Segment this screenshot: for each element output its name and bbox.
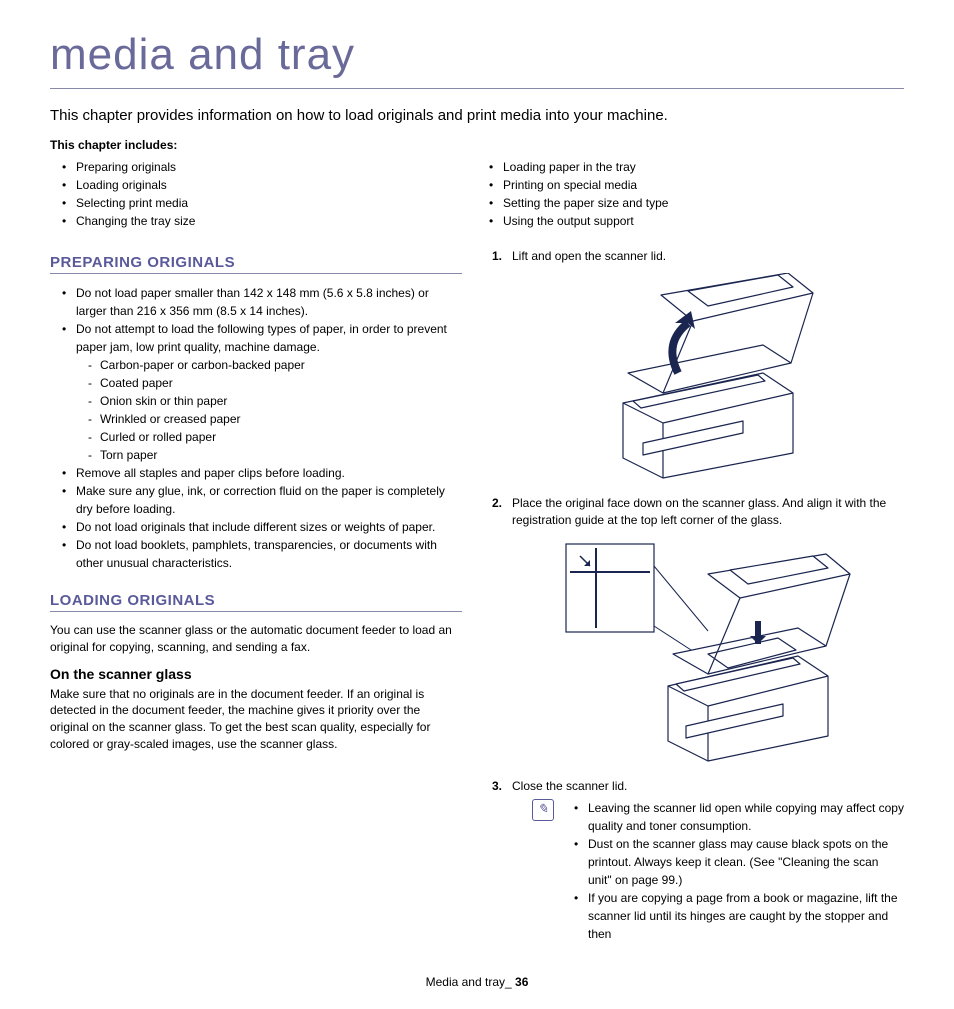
preparing-bullets-a: Do not load paper smaller than 142 x 148…: [50, 284, 462, 356]
list-item: Onion skin or thin paper: [76, 392, 462, 410]
chapter-intro: This chapter provides information on how…: [50, 107, 904, 124]
list-item: Dust on the scanner glass may cause blac…: [562, 835, 904, 889]
list-item: Using the output support: [477, 212, 904, 230]
page-title: media and tray: [50, 30, 904, 80]
list-item: Loading paper in the tray: [477, 158, 904, 176]
step-2-text: Place the original face down on the scan…: [512, 496, 886, 527]
list-item: Changing the tray size: [50, 212, 477, 230]
figure-2: [512, 536, 904, 766]
figure-1: [512, 273, 904, 483]
notes-list: Leaving the scanner lid open while copyi…: [562, 799, 904, 943]
includes-label: This chapter includes:: [50, 138, 904, 152]
steps-list: 1. Lift and open the scanner lid.: [492, 248, 904, 943]
list-item: Selecting print media: [50, 194, 477, 212]
page-footer: Media and tray_ 36: [50, 975, 904, 989]
list-item: Wrinkled or creased paper: [76, 410, 462, 428]
list-item: Carbon-paper or carbon-backed paper: [76, 356, 462, 374]
note-block: ✎ Leaving the scanner lid open while cop…: [512, 799, 904, 943]
step-3-number: 3.: [492, 778, 502, 795]
footer-page-number: 36: [515, 975, 528, 989]
list-item: Make sure any glue, ink, or correction f…: [50, 482, 462, 518]
includes-columns: Preparing originalsLoading originalsSele…: [50, 158, 904, 230]
step-1-text: Lift and open the scanner lid.: [512, 249, 666, 263]
step-3-text: Close the scanner lid.: [512, 779, 627, 793]
preparing-heading: PREPARING ORIGINALS: [50, 254, 462, 274]
list-item: Torn paper: [76, 446, 462, 464]
includes-list-right: Loading paper in the trayPrinting on spe…: [477, 158, 904, 230]
list-item: Remove all staples and paper clips befor…: [50, 464, 462, 482]
list-item: Do not load booklets, pamphlets, transpa…: [50, 536, 462, 572]
list-item: Preparing originals: [50, 158, 477, 176]
step-3: 3. Close the scanner lid. ✎ Leaving the …: [492, 778, 904, 943]
preparing-subitems: Carbon-paper or carbon-backed paperCoate…: [50, 356, 462, 464]
list-item: If you are copying a page from a book or…: [562, 889, 904, 943]
list-item: Leaving the scanner lid open while copyi…: [562, 799, 904, 835]
footer-label: Media and tray_: [426, 975, 512, 989]
list-item: Loading originals: [50, 176, 477, 194]
step-2-number: 2.: [492, 495, 502, 512]
includes-list-left: Preparing originalsLoading originalsSele…: [50, 158, 477, 230]
scanner-subheading: On the scanner glass: [50, 666, 462, 682]
loading-intro: You can use the scanner glass or the aut…: [50, 622, 462, 656]
step-2: 2. Place the original face down on the s…: [492, 495, 904, 767]
list-item: Do not load paper smaller than 142 x 148…: [50, 284, 462, 320]
list-item: Printing on special media: [477, 176, 904, 194]
list-item: Curled or rolled paper: [76, 428, 462, 446]
list-item: Do not attempt to load the following typ…: [50, 320, 462, 356]
list-item: Setting the paper size and type: [477, 194, 904, 212]
step-1-number: 1.: [492, 248, 502, 265]
main-columns: PREPARING ORIGINALS Do not load paper sm…: [50, 248, 904, 951]
note-icon: ✎: [532, 799, 554, 821]
preparing-bullets-b: Remove all staples and paper clips befor…: [50, 464, 462, 572]
step-1: 1. Lift and open the scanner lid.: [492, 248, 904, 483]
title-rule: [50, 88, 904, 89]
scanner-text: Make sure that no originals are in the d…: [50, 686, 462, 753]
list-item: Do not load originals that include diffe…: [50, 518, 462, 536]
list-item: Coated paper: [76, 374, 462, 392]
loading-heading: LOADING ORIGINALS: [50, 592, 462, 612]
